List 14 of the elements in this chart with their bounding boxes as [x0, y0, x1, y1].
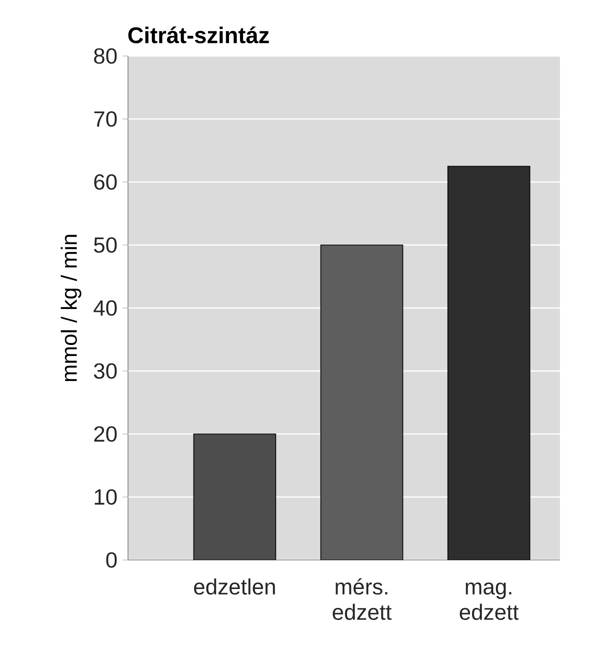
- y-tick-label: 30: [94, 363, 117, 379]
- y-tick-label: 0: [106, 552, 117, 568]
- x-tick-label: mérs. edzett: [332, 578, 392, 620]
- y-tick-label: 70: [94, 111, 117, 127]
- x-tick-label: edzetlen: [194, 578, 275, 595]
- y-tick-label: 50: [94, 237, 117, 253]
- y-tick-label: 10: [94, 489, 117, 505]
- y-tick-label: 20: [94, 426, 117, 442]
- y-tick-label: 80: [94, 48, 117, 64]
- y-tick-label: 60: [94, 174, 117, 190]
- y-tick-label: 40: [94, 300, 117, 316]
- y-axis-title: mmol / kg / min: [60, 234, 82, 382]
- chart-title: Citrát-szintáz: [128, 26, 269, 44]
- x-tick-label: mag. edzett: [460, 582, 519, 620]
